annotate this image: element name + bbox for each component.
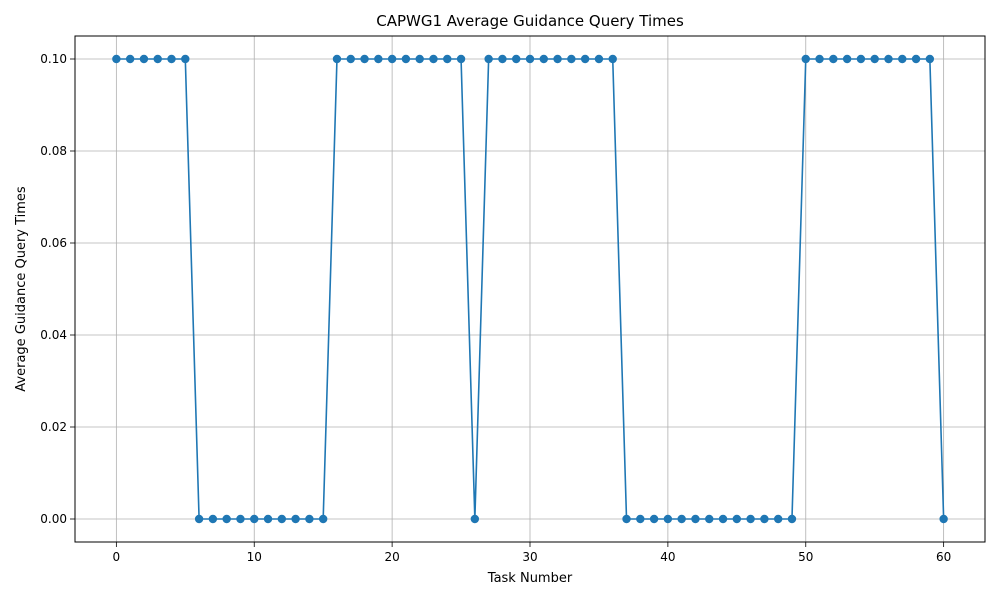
x-tick-label: 30 [522, 550, 537, 564]
data-point [939, 514, 948, 524]
data-point [112, 54, 121, 64]
data-point [470, 514, 480, 524]
data-point [167, 54, 176, 64]
data-point [594, 54, 604, 64]
x-tick-label: 50 [798, 550, 813, 564]
data-point [443, 54, 452, 64]
data-point [553, 54, 562, 64]
data-point [208, 514, 218, 524]
data-point [346, 54, 355, 64]
data-point [277, 514, 287, 524]
data-point [305, 514, 314, 524]
data-point [677, 514, 686, 524]
data-point [456, 54, 466, 64]
data-point [815, 54, 824, 64]
data-point [925, 54, 935, 64]
data-point [332, 54, 342, 64]
data-point [801, 54, 810, 64]
data-point [691, 514, 700, 524]
data-point [525, 54, 535, 64]
data-point [636, 514, 645, 524]
data-point [484, 54, 493, 64]
y-tick-label: 0.00 [40, 512, 67, 526]
chart-title: CAPWG1 Average Guidance Query Times [376, 12, 684, 30]
x-tick-label: 20 [384, 550, 399, 564]
data-point [429, 54, 438, 64]
y-tick-label: 0.06 [40, 236, 67, 250]
x-tick-label: 10 [247, 550, 262, 564]
data-point [222, 514, 231, 524]
data-point [318, 514, 328, 524]
y-tick-label: 0.02 [40, 420, 67, 434]
data-point [787, 514, 797, 524]
data-point [760, 514, 769, 524]
data-point [401, 54, 411, 64]
data-point [153, 54, 162, 64]
data-point [705, 514, 714, 524]
y-axis-ticks: 0.00 0.02 0.04 0.06 0.08 0.10 [40, 52, 75, 526]
data-point [856, 54, 866, 64]
data-point [512, 54, 521, 64]
data-point [911, 54, 921, 64]
data-point [842, 54, 852, 64]
data-point [580, 54, 590, 64]
data-point [374, 54, 383, 64]
data-point [236, 514, 245, 524]
data-point [829, 54, 838, 64]
data-point [250, 514, 259, 524]
y-tick-label: 0.10 [40, 52, 67, 66]
data-point [291, 514, 300, 524]
data-point [139, 54, 149, 64]
data-point [622, 514, 631, 524]
data-point [498, 54, 507, 64]
x-tick-label: 0 [113, 550, 121, 564]
data-point [415, 54, 424, 64]
x-axis-ticks: 0 10 20 30 40 50 60 [113, 542, 951, 564]
data-point [746, 514, 755, 524]
data-point [539, 54, 548, 64]
data-point [125, 54, 135, 64]
y-tick-label: 0.08 [40, 144, 67, 158]
data-point [608, 54, 617, 64]
x-tick-label: 40 [660, 550, 675, 564]
data-point [884, 54, 893, 64]
data-point [732, 514, 742, 524]
data-point [898, 54, 907, 64]
x-tick-label: 60 [936, 550, 951, 564]
data-point [870, 54, 879, 64]
data-point [773, 514, 783, 524]
x-axis-title: Task Number [487, 571, 573, 586]
data-point [360, 54, 369, 64]
data-point [263, 514, 273, 524]
data-point [194, 514, 204, 524]
y-axis-title: Average Guidance Query Times [14, 186, 29, 392]
y-tick-label: 0.04 [40, 328, 67, 342]
data-point [663, 514, 673, 524]
data-point [567, 54, 576, 64]
data-point [181, 54, 190, 64]
data-point [649, 514, 659, 524]
data-point [718, 514, 728, 524]
marker-layer [112, 54, 948, 524]
data-point [387, 54, 397, 64]
